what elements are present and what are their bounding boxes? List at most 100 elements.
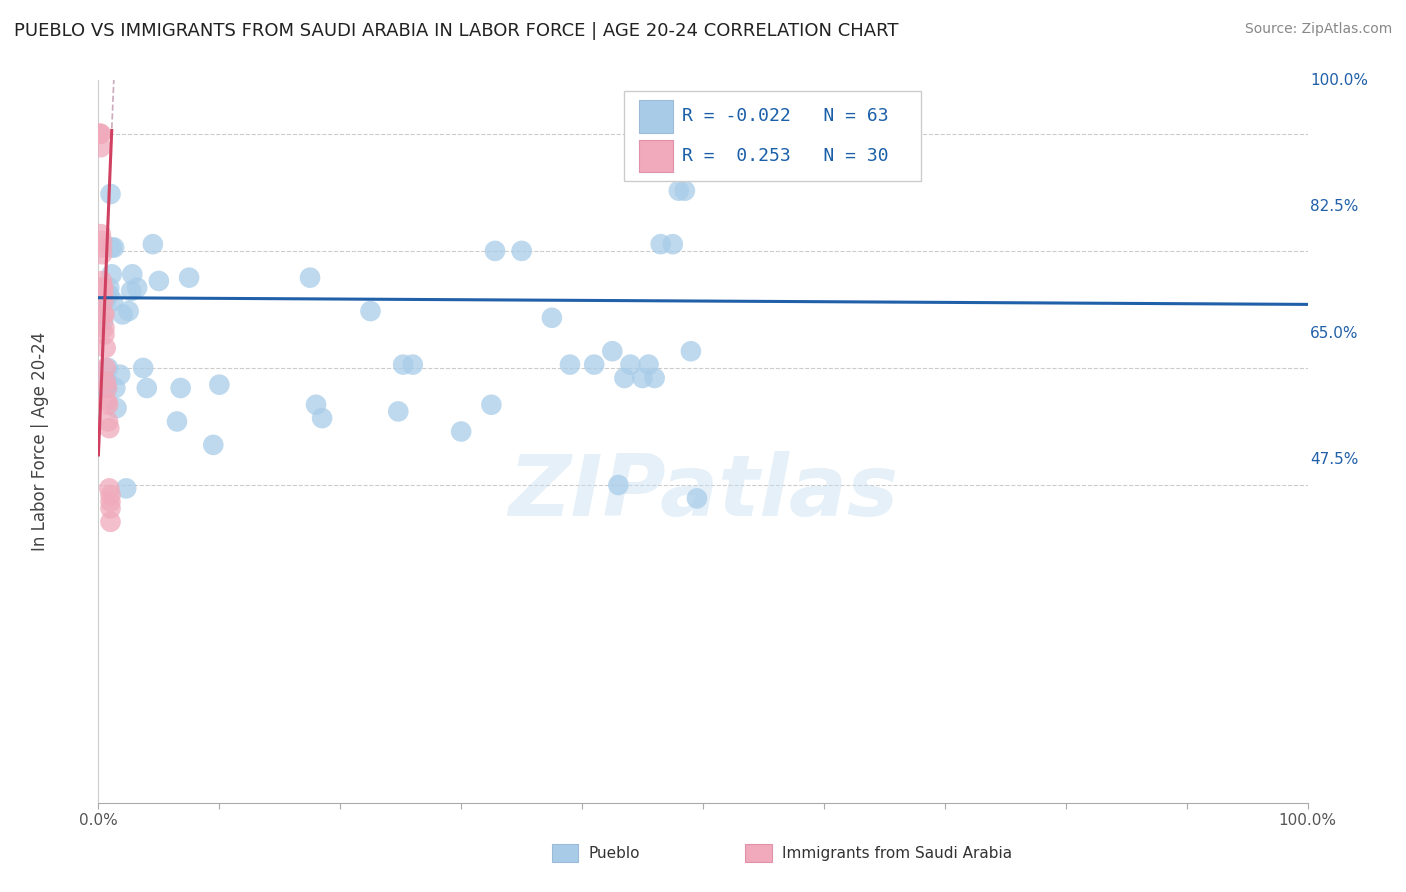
Point bbox=[402, 358, 425, 372]
Point bbox=[91, 307, 114, 322]
Point bbox=[93, 321, 115, 335]
Point bbox=[644, 371, 666, 385]
Point bbox=[97, 398, 120, 412]
Point bbox=[619, 358, 641, 372]
Point bbox=[94, 294, 117, 309]
Point bbox=[127, 281, 149, 295]
Text: R = -0.022   N = 63: R = -0.022 N = 63 bbox=[682, 107, 889, 126]
Point bbox=[650, 237, 672, 252]
Point bbox=[148, 274, 170, 288]
Point bbox=[510, 244, 533, 258]
Point bbox=[392, 358, 415, 372]
Point bbox=[299, 270, 322, 285]
Point bbox=[142, 237, 165, 252]
Point bbox=[100, 501, 122, 516]
Point bbox=[93, 327, 115, 342]
Point bbox=[104, 381, 127, 395]
Text: In Labor Force | Age 20-24: In Labor Force | Age 20-24 bbox=[31, 332, 49, 551]
Point bbox=[98, 482, 121, 496]
Point bbox=[631, 371, 654, 385]
Point bbox=[89, 127, 111, 141]
Point bbox=[637, 358, 659, 372]
Point bbox=[94, 375, 117, 389]
Point bbox=[607, 478, 630, 492]
Point bbox=[118, 304, 141, 318]
Point bbox=[208, 377, 231, 392]
Text: R =  0.253   N = 30: R = 0.253 N = 30 bbox=[682, 147, 889, 165]
Point bbox=[91, 241, 114, 255]
Point bbox=[91, 274, 114, 288]
Point bbox=[91, 314, 114, 328]
Point bbox=[540, 310, 562, 325]
Point bbox=[89, 127, 111, 141]
Point bbox=[97, 414, 120, 429]
Point bbox=[613, 371, 636, 385]
Point bbox=[93, 381, 115, 395]
Point bbox=[98, 287, 121, 301]
Point bbox=[90, 227, 112, 242]
Text: Immigrants from Saudi Arabia: Immigrants from Saudi Arabia bbox=[782, 846, 1012, 861]
Text: 65.0%: 65.0% bbox=[1310, 326, 1358, 341]
Point bbox=[100, 494, 122, 508]
Point bbox=[100, 187, 122, 202]
FancyBboxPatch shape bbox=[624, 91, 921, 181]
Point bbox=[91, 294, 114, 309]
Point bbox=[484, 244, 506, 258]
Point bbox=[96, 381, 118, 395]
Point bbox=[91, 294, 114, 309]
Point bbox=[97, 361, 120, 376]
Point bbox=[166, 414, 188, 429]
Point bbox=[121, 268, 143, 282]
Point bbox=[103, 241, 125, 255]
Point bbox=[100, 488, 122, 502]
Point bbox=[100, 515, 122, 529]
Point bbox=[91, 287, 114, 301]
Point bbox=[135, 381, 157, 395]
Point bbox=[679, 344, 702, 359]
Point bbox=[90, 127, 112, 141]
Text: Source: ZipAtlas.com: Source: ZipAtlas.com bbox=[1244, 22, 1392, 37]
Point bbox=[96, 381, 118, 395]
Point bbox=[115, 482, 138, 496]
Point bbox=[661, 237, 683, 252]
Point bbox=[108, 368, 131, 382]
Point bbox=[91, 234, 114, 248]
FancyBboxPatch shape bbox=[638, 100, 673, 133]
Point bbox=[602, 344, 624, 359]
Point bbox=[91, 281, 114, 295]
Point bbox=[360, 304, 382, 318]
Point bbox=[90, 140, 112, 154]
Text: Pueblo: Pueblo bbox=[588, 846, 640, 861]
Point bbox=[100, 268, 122, 282]
Point bbox=[673, 184, 696, 198]
Point bbox=[94, 375, 117, 389]
Point bbox=[100, 241, 122, 255]
FancyBboxPatch shape bbox=[638, 140, 673, 172]
Point bbox=[91, 247, 114, 261]
Point bbox=[98, 281, 121, 295]
FancyBboxPatch shape bbox=[551, 845, 578, 863]
Point bbox=[558, 358, 581, 372]
Point bbox=[120, 284, 142, 298]
Point bbox=[98, 421, 121, 435]
Text: 47.5%: 47.5% bbox=[1310, 452, 1358, 467]
Point bbox=[96, 394, 118, 409]
Point bbox=[169, 381, 191, 395]
FancyBboxPatch shape bbox=[745, 845, 772, 863]
Point bbox=[96, 287, 118, 301]
Point bbox=[91, 281, 114, 295]
Point bbox=[686, 491, 709, 506]
Point bbox=[305, 398, 328, 412]
Point bbox=[583, 358, 606, 372]
Point bbox=[481, 398, 503, 412]
Point bbox=[311, 411, 333, 425]
Text: 100.0%: 100.0% bbox=[1310, 73, 1368, 87]
Point bbox=[93, 381, 115, 395]
Point bbox=[450, 425, 472, 439]
Point bbox=[668, 184, 690, 198]
Point bbox=[91, 281, 114, 295]
Text: PUEBLO VS IMMIGRANTS FROM SAUDI ARABIA IN LABOR FORCE | AGE 20-24 CORRELATION CH: PUEBLO VS IMMIGRANTS FROM SAUDI ARABIA I… bbox=[14, 22, 898, 40]
Point bbox=[105, 401, 128, 416]
Point bbox=[93, 307, 115, 322]
Point bbox=[101, 294, 124, 309]
